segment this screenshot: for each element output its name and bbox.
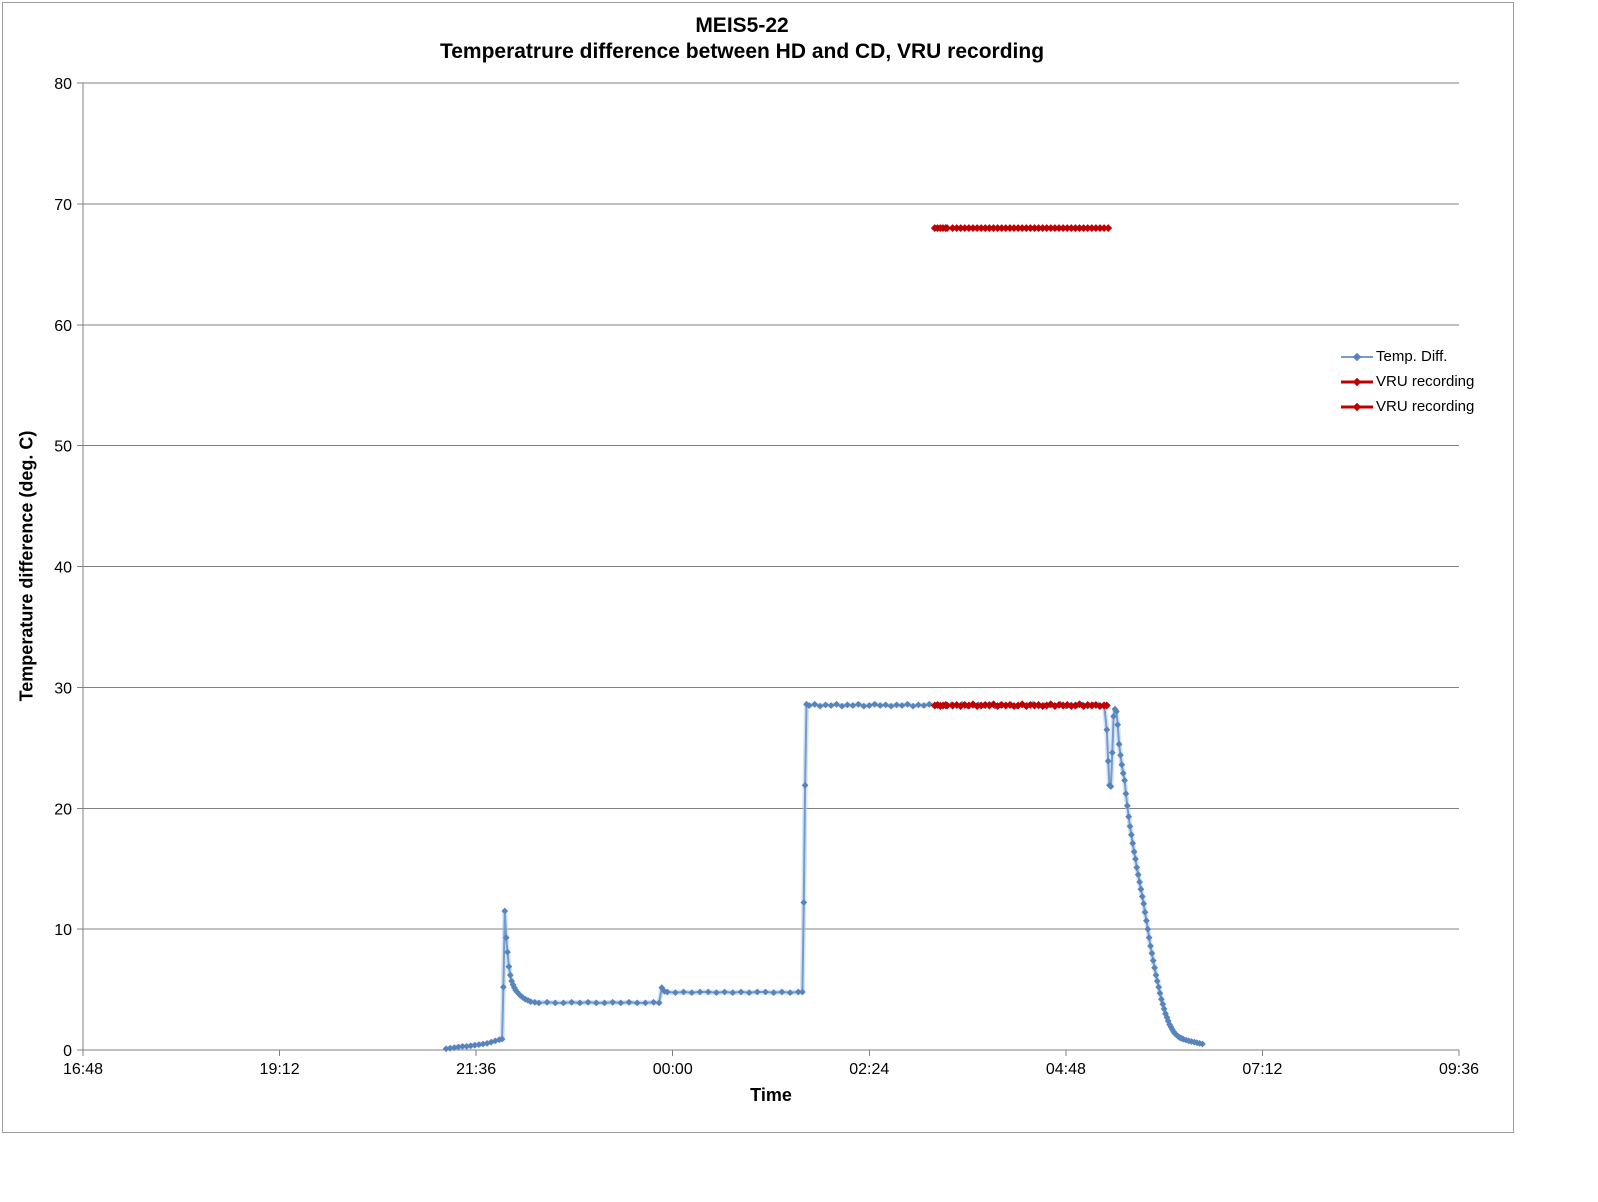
- data-point-marker: [1143, 917, 1150, 925]
- legend-line-sample: [1341, 352, 1373, 361]
- x-tick-label: 21:36: [456, 1061, 496, 1078]
- legend-label: VRU recording: [1376, 373, 1475, 390]
- y-tick-label: 80: [54, 76, 72, 93]
- y-tick-label: 40: [54, 560, 72, 577]
- data-point-marker: [1141, 908, 1149, 916]
- data-point-marker: [989, 224, 998, 233]
- data-point-marker: [981, 224, 990, 233]
- data-point-marker: [960, 224, 969, 233]
- x-tick-label: 19:12: [260, 1061, 300, 1078]
- data-point-marker: [977, 224, 986, 233]
- data-point-marker: [1199, 1040, 1206, 1048]
- data-point-marker: [463, 1043, 470, 1050]
- legend: Temp. Diff. VRU recording VRU recording: [1340, 344, 1474, 419]
- data-point-marker: [1103, 726, 1111, 734]
- legend-line-sample: [1341, 377, 1373, 386]
- data-point-marker: [1107, 783, 1115, 790]
- line-halo: [445, 701, 1203, 1052]
- data-point-marker: [1005, 224, 1014, 233]
- chart-frame: [2, 2, 1514, 1133]
- x-tick-label: 07:12: [1242, 1061, 1282, 1078]
- data-point-marker: [498, 1035, 506, 1043]
- data-point-marker: [993, 224, 1002, 233]
- series-vru-recording-2: [930, 700, 1111, 711]
- data-point-marker: [956, 224, 965, 233]
- x-axis-title: Time: [750, 1085, 792, 1105]
- y-tick-label: 0: [63, 1043, 72, 1060]
- data-point-marker: [1126, 823, 1134, 830]
- axes: [77, 82, 1460, 1056]
- data-point-marker: [459, 1043, 466, 1050]
- data-point-marker: [1010, 224, 1018, 233]
- data-point-marker: [1014, 224, 1023, 233]
- data-point-marker: [948, 224, 957, 233]
- data-point-marker: [505, 963, 513, 970]
- data-point-marker: [1110, 713, 1117, 720]
- y-axis-title: Temperature difference (deg. C): [16, 430, 37, 702]
- data-point-marker: [943, 224, 952, 233]
- x-tick-label: 00:00: [653, 1061, 693, 1078]
- data-point-marker: [997, 224, 1006, 233]
- y-tick-label: 10: [54, 922, 72, 939]
- data-point-marker: [1113, 708, 1120, 715]
- data-point-marker: [985, 224, 994, 233]
- data-point-marker: [1018, 224, 1027, 233]
- y-tick-label: 30: [54, 680, 72, 697]
- legend-label: Temp. Diff.: [1376, 348, 1448, 365]
- data-point-marker: [1001, 224, 1010, 233]
- data-point-marker: [1118, 761, 1126, 769]
- legend-item: Temp. Diff.: [1340, 344, 1474, 369]
- data-point-marker: [1121, 777, 1128, 784]
- data-point-marker: [1136, 878, 1143, 886]
- data-point-marker: [964, 224, 973, 233]
- data-point-marker: [504, 948, 511, 956]
- data-point-marker: [506, 971, 514, 979]
- data-point-marker: [450, 1044, 458, 1051]
- data-point-marker: [1160, 1005, 1168, 1013]
- data-point-marker: [1158, 995, 1165, 1003]
- data-point-marker: [1115, 740, 1123, 748]
- data-point-marker: [1138, 893, 1146, 900]
- legend-label: VRU recording: [1376, 398, 1475, 415]
- data-point-marker: [1133, 864, 1141, 871]
- legend-item: VRU recording: [1340, 369, 1474, 394]
- data-point-marker: [1147, 942, 1154, 950]
- tick-labels: 0 10 20 30 40 50 60 70 80 16:48 19:12 21:36 00:00 02:…: [54, 76, 1479, 1078]
- data-point-marker: [500, 983, 507, 991]
- chart-title-block: MEIS5-22 Temperatrure difference between…: [142, 13, 1342, 65]
- y-tick-label: 60: [54, 318, 72, 335]
- chart-title: MEIS5-22: [695, 14, 789, 37]
- data-point-marker: [952, 224, 961, 233]
- data-point-marker: [455, 1043, 462, 1051]
- data-point-marker: [442, 1045, 450, 1053]
- series-vru-recording-1: [930, 224, 1113, 233]
- y-tick-label: 20: [54, 801, 72, 818]
- data-point-marker: [1122, 790, 1130, 798]
- data-point-marker: [479, 1040, 487, 1048]
- data-point-marker: [1104, 224, 1113, 233]
- y-tick-label: 50: [54, 439, 72, 456]
- x-tick-label: 16:48: [63, 1061, 103, 1078]
- legend-item: VRU recording: [1340, 394, 1474, 419]
- y-tick-label: 70: [54, 197, 72, 214]
- series-line: [445, 703, 1203, 1050]
- gridlines: [83, 82, 1459, 930]
- data-point-marker: [501, 907, 509, 915]
- series-temp-diff--0: [442, 700, 1206, 1053]
- chart-subtitle: Temperatrure difference between HD and C…: [439, 40, 1045, 63]
- data-point-marker: [973, 224, 982, 233]
- data-point-marker: [475, 1041, 483, 1048]
- data-point-marker: [1137, 885, 1145, 893]
- data-point-marker: [969, 224, 977, 233]
- data-point-marker: [1156, 989, 1164, 997]
- data-point-marker: [1132, 855, 1139, 863]
- x-tick-label: 04:48: [1046, 1061, 1086, 1078]
- x-tick-label: 02:24: [849, 1061, 889, 1078]
- legend-line-sample: [1341, 402, 1373, 411]
- x-tick-label: 09:36: [1439, 1061, 1479, 1078]
